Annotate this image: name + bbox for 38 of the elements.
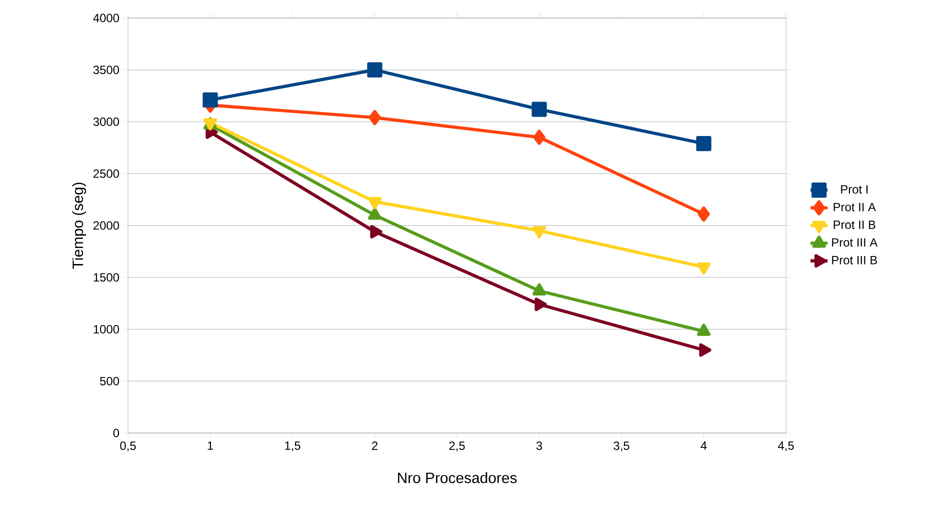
point <box>368 110 381 126</box>
legend-label: Prot II A <box>834 202 876 212</box>
x-tick-label: 3 <box>536 442 542 450</box>
x-tick-label: 1,5 <box>285 442 300 452</box>
x-tick-label: 4 <box>700 442 707 450</box>
y-tick-label: 3500 <box>93 66 120 74</box>
x-tick-label: 0,5 <box>120 442 136 452</box>
point <box>202 92 218 108</box>
point <box>696 136 712 152</box>
y-tick-label: 2500 <box>93 169 120 178</box>
x-tick-label: 1 <box>208 442 213 450</box>
legend-label: Prot III B <box>832 256 877 264</box>
point <box>368 208 382 220</box>
point <box>534 298 547 312</box>
point <box>698 206 710 222</box>
x-tick-label: 2 <box>372 442 378 450</box>
y-tick-label: 500 <box>100 376 120 386</box>
legend-label: Prot I <box>841 185 868 194</box>
y-tick-label: 2000 <box>93 221 120 230</box>
x-tick-label: 4,5 <box>778 442 794 452</box>
y-tick-label: 1500 <box>94 273 120 282</box>
y-tick-label: 4000 <box>93 14 120 22</box>
x-tick-label: 2,5 <box>449 442 465 452</box>
y-tick-label: 3000 <box>93 118 120 126</box>
y-axis-title: Tiempo (seg) <box>72 182 86 269</box>
y-tick-label: 1000 <box>94 325 120 334</box>
point <box>370 224 382 238</box>
legend-label: Prot II B <box>834 220 876 229</box>
point <box>532 283 546 296</box>
point <box>699 343 712 357</box>
x-axis-title: Nro Procesadores <box>398 472 517 484</box>
point <box>367 62 382 78</box>
point <box>533 130 546 145</box>
point <box>696 324 711 336</box>
x-tick-label: 3,5 <box>614 442 630 452</box>
legend-label: Prot III A <box>832 238 878 247</box>
y-tick-label: 0 <box>113 428 120 438</box>
point <box>532 102 547 117</box>
